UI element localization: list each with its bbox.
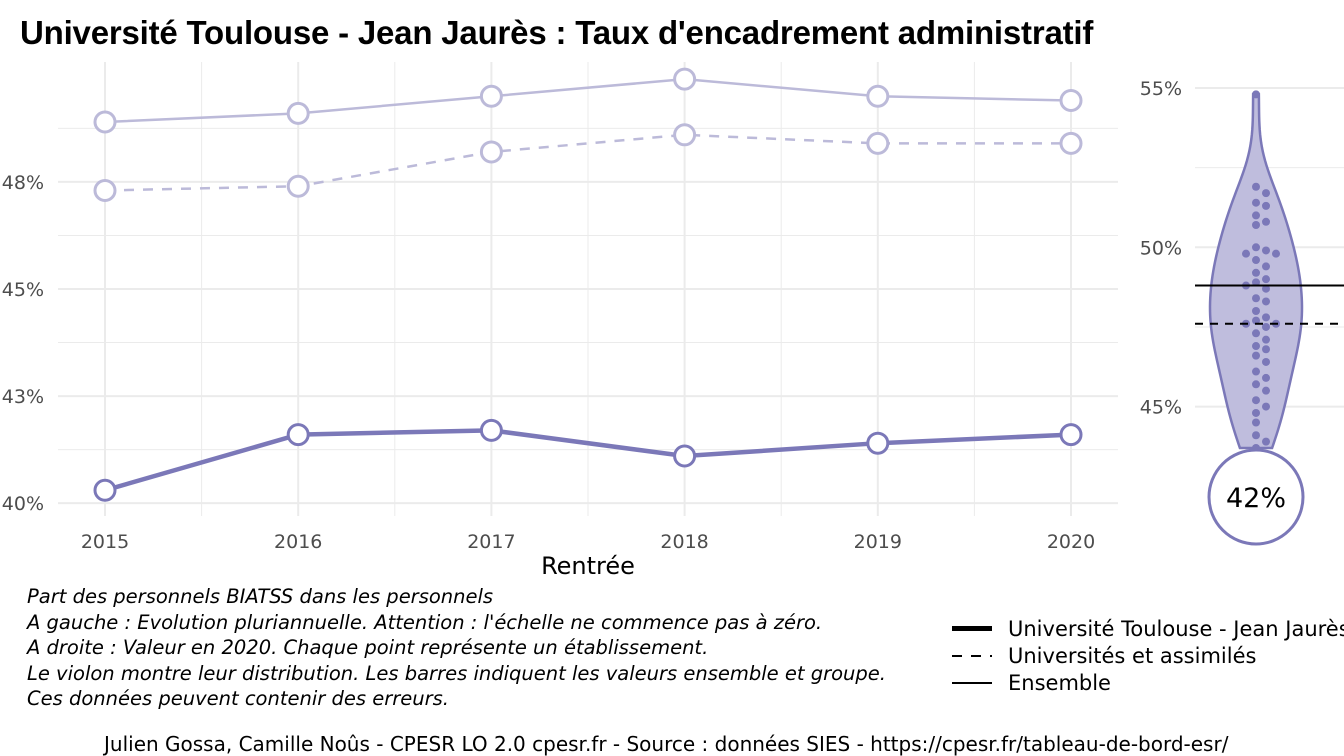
violin-point (1252, 418, 1260, 427)
series-etablissement-point (866, 431, 890, 455)
violin-point (1262, 201, 1270, 210)
series-etablissement-point (479, 418, 503, 442)
violin-point (1272, 249, 1280, 258)
x-tick-label: 2015 (81, 531, 129, 553)
violin-point (1252, 408, 1260, 417)
violin-point (1252, 351, 1260, 360)
violin-y-tick-label: 50% (1140, 237, 1182, 259)
legend-item-etablissement: Université Toulouse - Jean Jaurès (952, 615, 1344, 642)
series-ensemble-point (479, 84, 503, 108)
series-ensemble-point (673, 67, 697, 91)
y-tick-label: 48% (2, 172, 44, 194)
violin-y-tick-label: 45% (1140, 397, 1182, 419)
x-tick-label: 2017 (467, 531, 515, 553)
violin-point (1262, 246, 1270, 255)
line-panel: 40% 43% 45% 48% 2015 2016 2017 2018 2019 2020 Rent… (2, 62, 1118, 580)
legend-label: Universités et assimilés (1008, 643, 1257, 668)
y-tick-label: 40% (2, 493, 44, 515)
series-ensemble-point (1059, 89, 1083, 113)
caption-line-3: A droite : Valeur en 2020. Chaque point … (27, 636, 709, 659)
x-tick-label: 2019 (854, 531, 902, 553)
violin-point (1252, 380, 1260, 389)
series-universites-point (479, 140, 503, 164)
series-ensemble-point (93, 110, 117, 134)
caption: Part des personnels BIATSS dans les pers… (27, 584, 886, 712)
series-universites-point (93, 178, 117, 202)
series-universites-point (286, 174, 310, 198)
chart-title: Université Toulouse - Jean Jaurès : Taux… (20, 14, 1094, 51)
series-universites-point (1059, 131, 1083, 155)
violin-point (1252, 268, 1260, 277)
violin-point (1252, 278, 1260, 287)
series-universites-point (866, 131, 890, 155)
series-etablissement-line (104, 428, 1072, 493)
caption-line-2: A gauche : Evolution pluriannuelle. Atte… (27, 610, 823, 634)
source-credit: Julien Gossa, Camille Noûs - CPESR LO 2.… (104, 732, 1229, 756)
x-tick-label: 2018 (660, 531, 708, 553)
violin-point (1262, 284, 1270, 293)
series-etablissement-point (93, 478, 117, 502)
violin-point (1252, 198, 1260, 207)
value-bubble-label: 42% (1226, 483, 1286, 514)
violin-point (1262, 217, 1270, 226)
violin-point (1262, 373, 1270, 382)
legend-item-universites: Universités et assimilés (952, 642, 1344, 669)
value-bubble (1207, 448, 1305, 546)
violin-point (1262, 335, 1270, 344)
violin-point (1252, 396, 1260, 405)
violin-point (1252, 243, 1260, 252)
violin-point (1262, 402, 1270, 411)
legend-label: Ensemble (1008, 670, 1111, 695)
y-tick-label: 45% (2, 279, 44, 301)
legend-swatch-dashed (952, 654, 992, 657)
violin-point (1262, 262, 1270, 271)
series-universites-line (104, 133, 1071, 192)
violin-point (1252, 342, 1260, 351)
violin-point (1262, 357, 1270, 366)
violin-panel: 45% 50% 55% 42% (1140, 78, 1344, 546)
violin-point (1252, 220, 1260, 229)
caption-line-5: Ces données peuvent contenir des erreurs… (27, 687, 449, 710)
caption-line-1: Part des personnels BIATSS dans les pers… (27, 585, 494, 608)
series-ensemble-point (286, 101, 310, 125)
caption-line-4: Le violon montre leur distribution. Les … (27, 661, 886, 685)
legend: Université Toulouse - Jean Jaurès Univer… (952, 615, 1344, 696)
legend-swatch-solid (952, 681, 992, 684)
violin-point (1262, 437, 1270, 446)
violin-point (1262, 386, 1270, 395)
violin-point (1252, 90, 1260, 99)
x-axis-title: Rentrée (541, 552, 635, 580)
series-etablissement-point (286, 423, 310, 447)
series-universites-point (673, 123, 697, 147)
violin-point (1252, 307, 1260, 316)
violin-point (1262, 297, 1270, 306)
violin-point (1252, 182, 1260, 191)
violin-point (1252, 329, 1260, 338)
violin-point (1252, 294, 1260, 303)
violin-point (1252, 367, 1260, 376)
series-ensemble-line (104, 77, 1072, 124)
legend-swatch-solid-thick (952, 626, 992, 631)
violin-point (1252, 211, 1260, 220)
series-etablissement-point (1059, 423, 1083, 447)
y-tick-label: 43% (2, 386, 44, 408)
x-tick-label: 2020 (1047, 531, 1095, 553)
violin-point (1242, 249, 1250, 258)
violin-point (1252, 256, 1260, 265)
violin-point (1262, 345, 1270, 354)
legend-label: Université Toulouse - Jean Jaurès (1008, 616, 1344, 641)
violin-point (1252, 431, 1260, 440)
violin-point (1252, 316, 1260, 325)
series-ensemble-point (866, 84, 890, 108)
x-tick-label: 2016 (274, 531, 322, 553)
legend-item-ensemble: Ensemble (952, 669, 1344, 696)
violin-point (1262, 313, 1270, 322)
violin-point (1262, 275, 1270, 284)
violin-y-tick-label: 55% (1140, 78, 1182, 100)
series-etablissement-point (673, 444, 697, 468)
violin-point (1262, 189, 1270, 198)
violin-point (1262, 322, 1270, 331)
